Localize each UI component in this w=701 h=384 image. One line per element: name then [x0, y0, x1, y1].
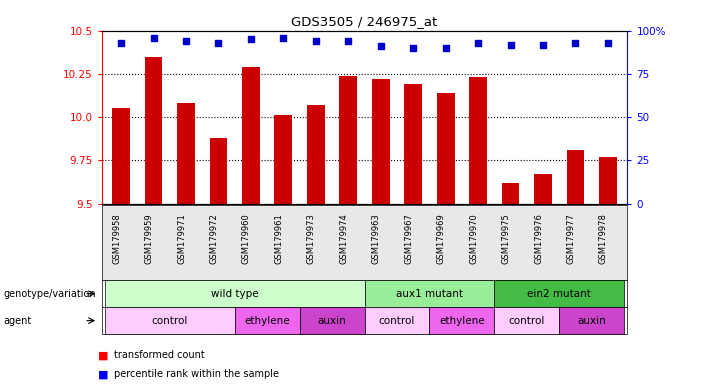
Text: GSM179969: GSM179969 [437, 213, 446, 264]
Text: wild type: wild type [211, 289, 259, 299]
Text: GSM179960: GSM179960 [242, 213, 251, 264]
Point [311, 38, 322, 44]
Bar [372, 79, 390, 204]
Text: GSM179978: GSM179978 [599, 213, 608, 264]
Text: ein2 mutant: ein2 mutant [527, 289, 591, 299]
Bar [144, 56, 163, 204]
Text: GSM179974: GSM179974 [339, 213, 348, 264]
Text: GSM179970: GSM179970 [469, 213, 478, 264]
Text: aux1 mutant: aux1 mutant [396, 289, 463, 299]
Point [602, 40, 613, 46]
Text: control: control [151, 316, 188, 326]
Text: genotype/variation: genotype/variation [4, 289, 96, 299]
Bar [566, 150, 585, 204]
Bar [534, 174, 552, 204]
Bar [112, 108, 130, 204]
Bar [307, 105, 325, 204]
Bar [210, 138, 227, 204]
Text: GSM179972: GSM179972 [210, 213, 219, 264]
Point [538, 41, 549, 48]
Text: ■: ■ [98, 369, 109, 379]
Point [440, 45, 451, 51]
Text: control: control [379, 316, 415, 326]
Text: GSM179977: GSM179977 [566, 213, 576, 264]
Text: GSM179959: GSM179959 [144, 213, 154, 264]
Text: percentile rank within the sample: percentile rank within the sample [114, 369, 278, 379]
Bar [275, 115, 292, 204]
Text: GSM179963: GSM179963 [372, 213, 381, 264]
Title: GDS3505 / 246975_at: GDS3505 / 246975_at [292, 15, 437, 28]
Text: GSM179967: GSM179967 [404, 213, 413, 264]
Point [116, 40, 127, 46]
Point [213, 40, 224, 46]
Point [180, 38, 191, 44]
Bar [469, 77, 487, 204]
Point [245, 36, 257, 42]
Text: control: control [509, 316, 545, 326]
Point [148, 35, 159, 41]
Text: agent: agent [4, 316, 32, 326]
Bar [339, 76, 358, 204]
Text: ethylene: ethylene [439, 316, 484, 326]
Point [505, 41, 516, 48]
Bar [242, 67, 260, 204]
Text: ■: ■ [98, 350, 109, 360]
Point [278, 35, 289, 41]
Point [472, 40, 484, 46]
Text: auxin: auxin [318, 316, 346, 326]
Bar [437, 93, 454, 204]
Text: GSM179971: GSM179971 [177, 213, 186, 264]
Bar [599, 157, 617, 204]
Text: GSM179975: GSM179975 [501, 213, 510, 264]
Bar [177, 103, 195, 204]
Text: transformed count: transformed count [114, 350, 204, 360]
Point [407, 45, 418, 51]
Bar [404, 84, 422, 204]
Text: GSM179973: GSM179973 [307, 213, 316, 264]
Point [570, 40, 581, 46]
Text: auxin: auxin [578, 316, 606, 326]
Point [343, 38, 354, 44]
Text: GSM179961: GSM179961 [274, 213, 283, 264]
Text: ethylene: ethylene [245, 316, 290, 326]
Text: GSM179958: GSM179958 [112, 213, 121, 264]
Text: GSM179976: GSM179976 [534, 213, 543, 264]
Point [375, 43, 386, 49]
Bar [502, 183, 519, 204]
